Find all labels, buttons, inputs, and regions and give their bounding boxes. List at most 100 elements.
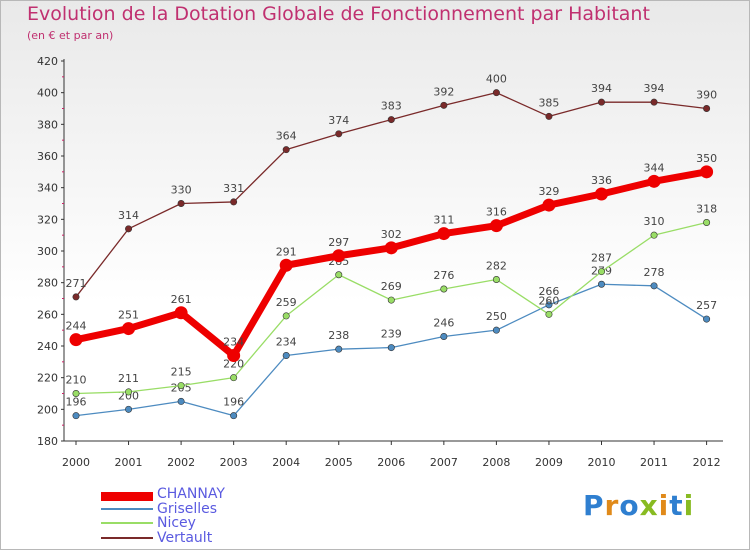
x-tick-label: 2006: [377, 456, 405, 469]
data-label-channay: 350: [696, 152, 717, 165]
data-point-griselles: [545, 301, 553, 309]
data-point-channay: [384, 241, 398, 255]
data-label-griselles: 278: [644, 266, 665, 279]
y-tick-label: 300: [37, 245, 58, 258]
data-label-nicey: 276: [433, 269, 454, 282]
data-point-nicey: [282, 312, 290, 320]
data-point-nicey: [230, 374, 238, 382]
proxiti-logo: Proxiti: [583, 489, 694, 522]
data-point-vertault: [597, 98, 605, 106]
x-tick-label: 2001: [115, 456, 143, 469]
data-label-griselles: 239: [381, 328, 402, 341]
data-label-channay: 291: [276, 245, 297, 258]
legend-label-griselles: Griselles: [157, 501, 218, 517]
data-point-griselles: [597, 280, 605, 288]
data-point-channay: [279, 258, 293, 272]
y-tick-label: 240: [37, 340, 58, 353]
series-vertault: 271 314 330 331 364 374 383 392 400 385 394 394 390: [66, 73, 717, 301]
data-point-vertault: [230, 198, 238, 206]
logo-letter: P: [583, 489, 605, 522]
data-point-nicey: [492, 275, 500, 283]
x-tick-label: 2000: [62, 456, 90, 469]
data-label-channay: 316: [486, 206, 507, 219]
data-label-channay: 311: [433, 214, 454, 227]
y-tick-label: 340: [37, 182, 58, 195]
x-tick-label: 2005: [325, 456, 353, 469]
data-label-vertault: 394: [591, 82, 612, 95]
data-point-griselles: [125, 405, 133, 413]
legend-label-vertault: Vertault: [157, 530, 213, 546]
y-tick-label: 320: [37, 213, 58, 226]
data-point-channay: [542, 198, 556, 212]
data-label-vertault: 314: [118, 209, 139, 222]
data-point-vertault: [492, 89, 500, 97]
data-label-griselles: 234: [276, 336, 297, 349]
data-label-vertault: 271: [66, 277, 87, 290]
data-point-channay: [69, 333, 83, 347]
y-tick-label: 200: [37, 403, 58, 416]
data-label-nicey: 260: [538, 294, 559, 307]
data-label-channay: 244: [66, 320, 87, 333]
data-point-nicey: [177, 382, 185, 390]
data-label-channay: 261: [171, 293, 192, 306]
data-point-nicey: [387, 296, 395, 304]
data-point-griselles: [440, 332, 448, 340]
logo-letter: x: [639, 489, 659, 522]
data-label-vertault: 385: [538, 96, 559, 109]
x-tick-label: 2003: [220, 456, 248, 469]
data-label-channay: 336: [591, 174, 612, 187]
data-label-vertault: 392: [433, 85, 454, 98]
chart-subtitle: (en € et par an): [27, 29, 114, 42]
data-point-nicey: [703, 219, 711, 227]
data-point-nicey: [72, 389, 80, 397]
data-label-griselles: 257: [696, 299, 717, 312]
data-point-vertault: [545, 112, 553, 120]
data-label-vertault: 390: [696, 89, 717, 102]
data-point-nicey: [440, 285, 448, 293]
data-label-channay: 344: [644, 161, 665, 174]
legend-swatch-griselles: [101, 508, 153, 510]
data-label-nicey: 310: [644, 215, 665, 228]
data-point-griselles: [230, 412, 238, 420]
data-point-channay: [227, 349, 241, 362]
logo-letter: o: [619, 489, 640, 522]
data-label-vertault: 331: [223, 182, 244, 195]
logo-letter: t: [669, 489, 684, 522]
data-label-griselles: 196: [66, 396, 87, 409]
data-label-griselles: 196: [223, 396, 244, 409]
data-label-channay: 329: [538, 185, 559, 198]
data-point-vertault: [387, 116, 395, 124]
chart-title: Evolution de la Dotation Globale de Fonc…: [27, 3, 650, 25]
y-tick-label: 420: [37, 55, 58, 68]
legend-label-nicey: Nicey: [157, 515, 196, 531]
data-label-channay: 251: [118, 309, 139, 322]
data-point-griselles: [177, 397, 185, 405]
data-label-nicey: 282: [486, 260, 507, 273]
data-label-nicey: 259: [276, 296, 297, 309]
y-tick-label: 360: [37, 150, 58, 163]
data-point-nicey: [125, 388, 133, 396]
x-tick-label: 2008: [482, 456, 510, 469]
data-point-griselles: [282, 351, 290, 359]
data-label-nicey: 318: [696, 203, 717, 216]
data-label-vertault: 400: [486, 73, 507, 86]
x-tick-label: 2012: [693, 456, 721, 469]
data-label-nicey: 220: [223, 358, 244, 371]
data-point-nicey: [545, 310, 553, 318]
data-point-channay: [700, 165, 714, 179]
data-label-vertault: 374: [328, 114, 349, 127]
data-label-vertault: 394: [644, 82, 665, 95]
data-point-griselles: [387, 344, 395, 352]
x-tick-label: 2004: [272, 456, 300, 469]
data-point-nicey: [335, 271, 343, 279]
data-point-griselles: [492, 326, 500, 334]
data-label-griselles: 266: [538, 285, 559, 298]
data-label-griselles: 250: [486, 310, 507, 323]
data-point-vertault: [440, 101, 448, 109]
y-tick-label: 380: [37, 118, 58, 131]
data-label-nicey: 287: [591, 252, 612, 265]
data-label-vertault: 364: [276, 130, 297, 143]
data-point-channay: [489, 219, 503, 233]
